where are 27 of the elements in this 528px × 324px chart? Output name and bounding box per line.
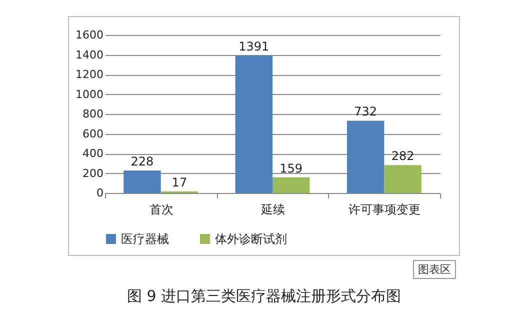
x-tick-label: 许可事项变更 bbox=[348, 202, 421, 216]
data-label: 17 bbox=[172, 175, 188, 190]
y-tick-label: 0 bbox=[96, 186, 104, 200]
x-tick-label: 延续 bbox=[260, 202, 285, 216]
legend-label: 体外诊断试剂 bbox=[215, 232, 287, 246]
bar bbox=[124, 170, 161, 193]
text: 图表区 bbox=[413, 260, 456, 279]
bar bbox=[384, 165, 422, 193]
y-tick-label: 600 bbox=[82, 127, 104, 140]
bar bbox=[272, 177, 310, 193]
bar bbox=[346, 120, 384, 193]
y-tick-label: 1400 bbox=[76, 48, 104, 62]
y-tick-label: 1000 bbox=[76, 88, 104, 101]
y-tick-label: 400 bbox=[82, 147, 104, 160]
y-tick-label: 1200 bbox=[76, 68, 104, 81]
y-tick-label: 800 bbox=[82, 108, 104, 120]
data-label: 159 bbox=[280, 161, 303, 176]
text: 图 9 进口第三类医疗器械注册形式分布图 bbox=[126, 287, 402, 306]
data-label: 732 bbox=[354, 104, 378, 119]
bar bbox=[235, 56, 272, 193]
data-label: 1391 bbox=[238, 40, 270, 54]
y-tick-label: 1600 bbox=[76, 28, 104, 42]
legend-label: 医疗器械 bbox=[121, 232, 169, 246]
y-tick-label: 200 bbox=[82, 166, 104, 180]
x-tick-label: 首次 bbox=[149, 202, 174, 216]
data-label: 228 bbox=[130, 154, 154, 168]
data-label: 282 bbox=[391, 149, 414, 164]
